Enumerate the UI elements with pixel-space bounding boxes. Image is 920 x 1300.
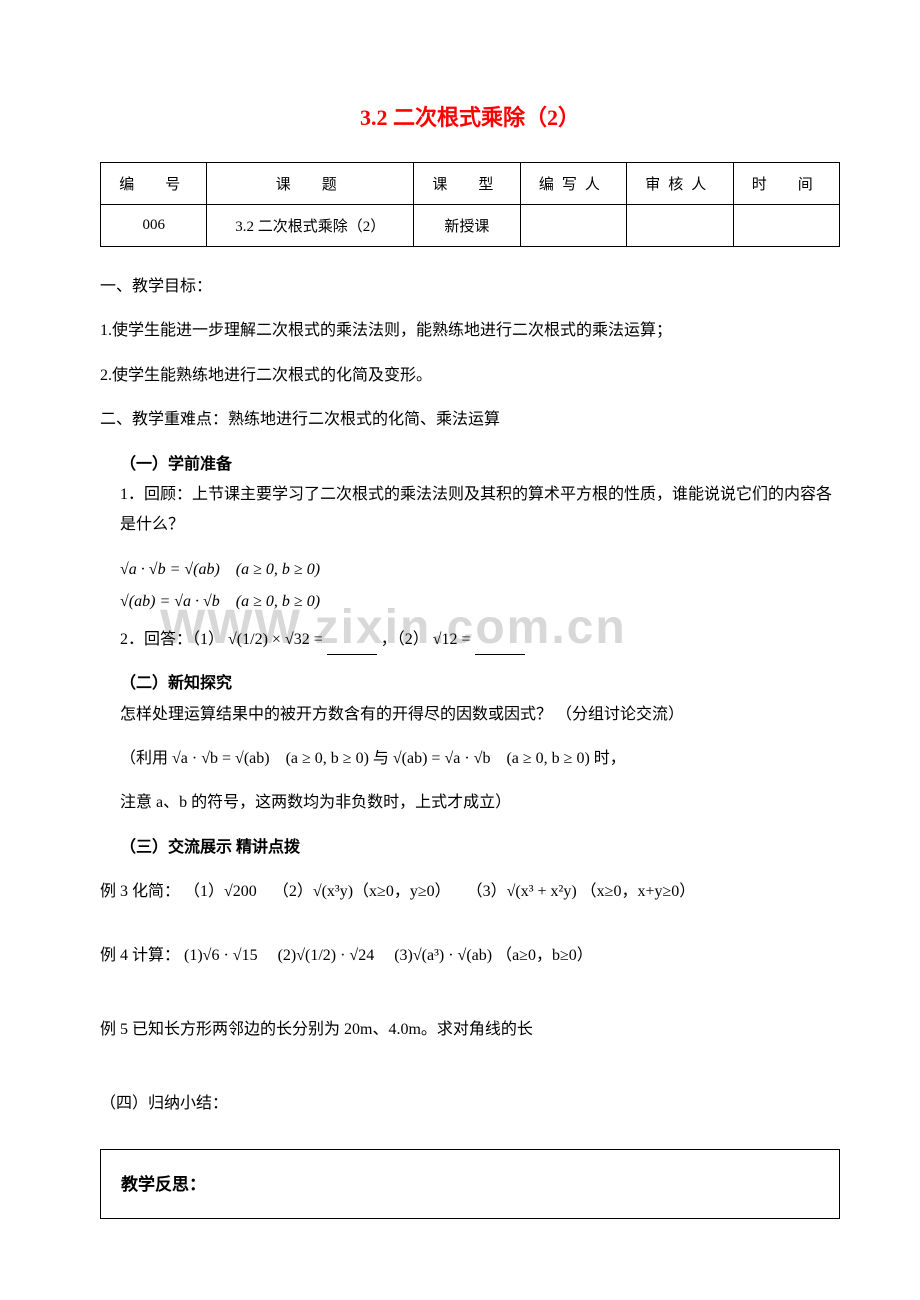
section-4-title: （四）归纳小结：: [100, 1089, 840, 1119]
section-2-title: （二）新知探究: [120, 669, 840, 699]
formula-1: √a · √b = √(ab) (a ≥ 0, b ≥ 0): [120, 555, 840, 579]
keypoints-heading: 二、教学重难点：熟练地进行二次根式的化简、乘法运算: [100, 405, 840, 435]
reflection-label: 教学反思：: [121, 1175, 206, 1194]
cell-type: 新授课: [414, 205, 520, 247]
header-author: 编写人: [520, 163, 626, 205]
header-number: 编 号: [101, 163, 207, 205]
example-3-2: （2）√(x³y)（x≥0，y≥0）: [273, 883, 451, 900]
section-3-title: （三）交流展示 精讲点拨: [120, 833, 840, 857]
blank-2: [475, 636, 525, 655]
section-2-text-2-prefix: （利用: [120, 750, 168, 767]
header-reviewer: 审核人: [627, 163, 733, 205]
example-3-label: 例 3 化简：: [100, 883, 180, 900]
page-title: 3.2 二次根式乘除（2）: [100, 100, 840, 132]
blank-1: [327, 636, 377, 655]
example-4-2: (2)√(1/2) · √24: [278, 947, 375, 964]
example-5: 例 5 已知长方形两邻边的长分别为 20m、4.0m。求对角线的长: [100, 1015, 840, 1039]
header-type: 课 型: [414, 163, 520, 205]
section-1-text-1: 1．回顾：上节课主要学习了二次根式的乘法法则及其积的算术平方根的性质，谁能说说它…: [120, 480, 840, 541]
objectives-heading: 一、教学目标：: [100, 272, 840, 302]
info-table: 编 号 课 题 课 型 编写人 审核人 时 间 006 3.2 二次根式乘除（2…: [100, 162, 840, 247]
section-1-answer-prefix: 2．回答：（1）: [120, 631, 224, 648]
section-1-formula-2a: √(1/2) × √32 =: [228, 631, 323, 648]
example-4-1: (1)√6 · √15: [184, 947, 258, 964]
section-2-text-2-suffix: 时，: [594, 750, 626, 767]
table-data-row: 006 3.2 二次根式乘除（2） 新授课: [101, 205, 840, 247]
section-2-text-1: 怎样处理运算结果中的被开方数含有的开得尽的因数或因式？ （分组讨论交流）: [120, 700, 840, 730]
formula-2: √(ab) = √a · √b (a ≥ 0, b ≥ 0): [120, 587, 840, 611]
header-topic: 课 题: [207, 163, 414, 205]
section-1-formula-2b: √12 =: [433, 631, 471, 648]
cell-number: 006: [101, 205, 207, 247]
example-3-1: （1）√200: [184, 883, 257, 900]
example-3-3: （3）√(x³ + x²y) （x≥0，x+y≥0）: [467, 883, 696, 900]
example-4-label: 例 4 计算：: [100, 947, 180, 964]
objective-1: 1.使学生能进一步理解二次根式的乘法法则，能熟练地进行二次根式的乘法运算；: [100, 316, 840, 346]
reflection-box: 教学反思：: [100, 1149, 840, 1219]
cell-time: [733, 205, 839, 247]
section-2-text-3: 注意 a、b 的符号，这两数均为非负数时，上式才成立）: [120, 788, 840, 818]
section-1-title: （一）学前准备: [120, 450, 840, 480]
section-2-formula: √a · √b = √(ab) (a ≥ 0, b ≥ 0) 与 √(ab) =…: [172, 750, 590, 767]
cell-author: [520, 205, 626, 247]
document-content: 3.2 二次根式乘除（2） 编 号 课 题 课 型 编写人 审核人 时 间 00…: [100, 100, 840, 1219]
header-time: 时 间: [733, 163, 839, 205]
table-header-row: 编 号 课 题 课 型 编写人 审核人 时 间: [101, 163, 840, 205]
cell-reviewer: [627, 205, 733, 247]
cell-topic: 3.2 二次根式乘除（2）: [207, 205, 414, 247]
objective-2: 2.使学生能熟练地进行二次根式的化简及变形。: [100, 361, 840, 391]
section-1-answer-mid: ，（2）: [381, 631, 429, 648]
example-4-3: (3)√(a³) · √(ab) （a≥0，b≥0）: [394, 947, 593, 964]
